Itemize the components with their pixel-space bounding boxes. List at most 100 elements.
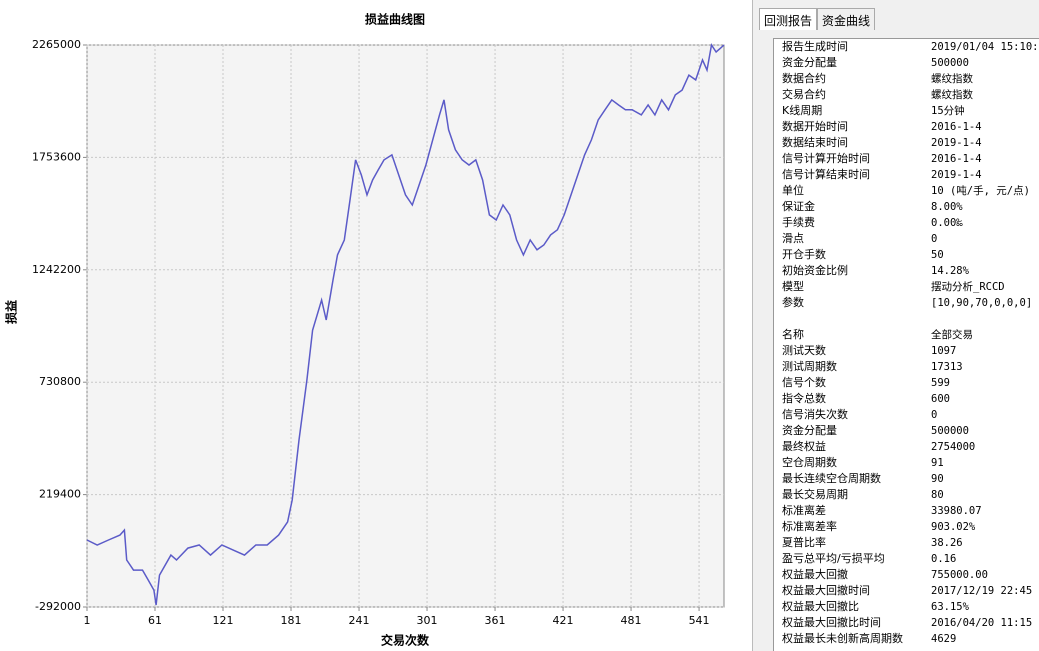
y-tick-label: 1753600 — [32, 150, 81, 163]
row-label: 数据开始时间 — [782, 120, 848, 133]
row-value: 2017/12/19 22:45 — [931, 585, 1033, 597]
row-label: 权益最大回撤时间 — [782, 584, 870, 597]
report-row: 权益最大回撤比时间 2016/04/20 11:15 — [774, 615, 1039, 631]
report-row: K线周期 15分钟 — [774, 103, 1039, 119]
report-list: 报告生成时间 2019/01/04 15:10:3 资金分配量 500000 数据合约螺… — [773, 38, 1039, 651]
row-value: 0.16 — [931, 553, 957, 565]
row-label: 最终权益 — [782, 440, 826, 453]
row-value: 80 — [931, 489, 944, 501]
x-axis-label: 交易次数 — [381, 633, 430, 648]
y-tick-label: -292000 — [35, 600, 81, 613]
row-label: 数据结束时间 — [782, 136, 848, 149]
row-value: 38.26 — [931, 537, 963, 549]
row-value: 0 — [931, 233, 938, 245]
row-label: 指令总数 — [782, 392, 826, 405]
row-value: 摆动分析_RCCD — [931, 281, 1005, 293]
x-tick-label: 61 — [148, 614, 162, 627]
row-value: 1097 — [931, 345, 957, 357]
row-value: 2016-1-4 — [931, 153, 982, 165]
row-value: 500000 — [931, 425, 969, 437]
row-label: 手续费 — [782, 216, 815, 229]
row-label: 开仓手数 — [782, 248, 826, 261]
tab[interactable]: 资金曲线 — [817, 8, 876, 30]
report-row: 数据结束时间 2019-1-4 — [774, 135, 1039, 151]
report-row: 资金分配量 500000 — [774, 423, 1039, 439]
row-value: 2016-1-4 — [931, 121, 982, 133]
row-label: 资金分配量 — [782, 424, 837, 437]
y-tick-label: 2265000 — [32, 38, 81, 51]
report-row: 最长连续空仓周期数 90 — [774, 471, 1039, 487]
row-label: 参数 — [782, 296, 804, 309]
x-tick-label: 421 — [553, 614, 574, 627]
chart: 损益曲线图 交易次数 损益 -292000 219400 730800 1242200… — [4, 12, 725, 648]
row-label: 夏普比率 — [782, 536, 826, 549]
row-label: 滑点 — [782, 232, 804, 245]
report-row: 测试天数 1097 — [774, 343, 1039, 359]
row-label: 交易合约 — [782, 88, 826, 101]
row-value: 0 — [931, 409, 938, 421]
row-label: 信号消失次数 — [782, 408, 848, 421]
row-label: 最长连续空仓周期数 — [782, 472, 881, 485]
row-label: 测试周期数 — [782, 360, 837, 373]
report-row: 滑点 0 — [774, 231, 1039, 247]
report-row: 标准离差率 903.02% — [774, 519, 1039, 535]
row-label: 信号计算结束时间 — [782, 168, 870, 181]
y-tick-label: 730800 — [39, 375, 81, 388]
row-label: 资金分配量 — [782, 56, 837, 69]
equity-line — [86, 43, 725, 606]
row-value: 599 — [931, 377, 950, 389]
row-value: 15分钟 — [931, 105, 965, 117]
row-value: 755000.00 — [931, 569, 988, 581]
report-row: 盈亏总平均/亏损平均 0.16 — [774, 551, 1039, 567]
report-row: 信号消失次数 0 — [774, 407, 1039, 423]
row-label: K线周期 — [782, 104, 823, 117]
report-row: 权益最长未创新高周期数 4629 — [774, 631, 1039, 647]
row-label: 盈亏总平均/亏损平均 — [782, 552, 885, 565]
row-value: 500000 — [931, 57, 969, 69]
x-tick-label: 121 — [213, 614, 234, 627]
row-value: 91 — [931, 457, 944, 469]
report-row: 保证金 8.00% — [774, 199, 1039, 215]
row-value: 903.02% — [931, 521, 976, 533]
row-value: 全部交易 — [931, 329, 973, 341]
report-row: 测试周期数 17313 — [774, 359, 1039, 375]
report-row: 权益最大回撤时间 2017/12/19 22:45 — [774, 583, 1039, 599]
row-value: 33980.07 — [931, 505, 982, 517]
row-label: 权益最大回撤比时间 — [782, 616, 881, 629]
x-tick-label: 1 — [84, 614, 91, 627]
row-label: 权益最大回撤 — [782, 568, 848, 581]
row-value: 90 — [931, 473, 944, 485]
report-row: 信号个数 599 — [774, 375, 1039, 391]
report-row: 数据开始时间 2016-1-4 — [774, 119, 1039, 135]
row-label: 测试天数 — [782, 344, 826, 357]
row-value: 0.00‰ — [931, 217, 963, 229]
tabs: 回测报告 资金曲线 — [759, 8, 876, 30]
report-row: 标准离差 33980.07 — [774, 503, 1039, 519]
row-label: 权益最长未创新高周期数 — [782, 632, 903, 645]
report-row: 报告生成时间 2019/01/04 15:10:3 — [774, 39, 1039, 55]
row-label: 保证金 — [782, 200, 815, 213]
x-tick-label: 181 — [281, 614, 302, 627]
row-value: 4629 — [931, 633, 957, 645]
x-tick-label: 481 — [621, 614, 642, 627]
y-tick-label: 219400 — [39, 488, 81, 501]
x-tick-label: 541 — [689, 614, 710, 627]
row-value: 17313 — [931, 361, 963, 373]
report-row: 权益最大回撤 755000.00 — [774, 567, 1039, 583]
row-value: 50 — [931, 249, 944, 261]
row-label: 标准离差 — [782, 504, 826, 517]
row-label: 最长交易周期 — [782, 488, 848, 501]
row-value: [10,90,70,0,0,0] — [931, 297, 1033, 309]
row-value: 600 — [931, 393, 950, 405]
report-row: 权益最大回撤比 63.15% — [774, 599, 1039, 615]
row-label: 权益最大回撤比 — [782, 600, 859, 613]
row-label: 模型 — [782, 280, 804, 293]
report-panel: 回测报告 资金曲线 报告生成时间 2019/01/04 15:10:3 资金分配量 50… — [752, 0, 1039, 651]
row-value: 2019-1-4 — [931, 137, 982, 149]
x-tick-label: 361 — [485, 614, 506, 627]
tab[interactable]: 回测报告 — [759, 8, 818, 30]
plot-area — [86, 44, 725, 608]
row-value: 8.00% — [931, 201, 963, 213]
report-row: 夏普比率 38.26 — [774, 535, 1039, 551]
report-row: 信号计算结束时间 2019-1-4 — [774, 167, 1039, 183]
